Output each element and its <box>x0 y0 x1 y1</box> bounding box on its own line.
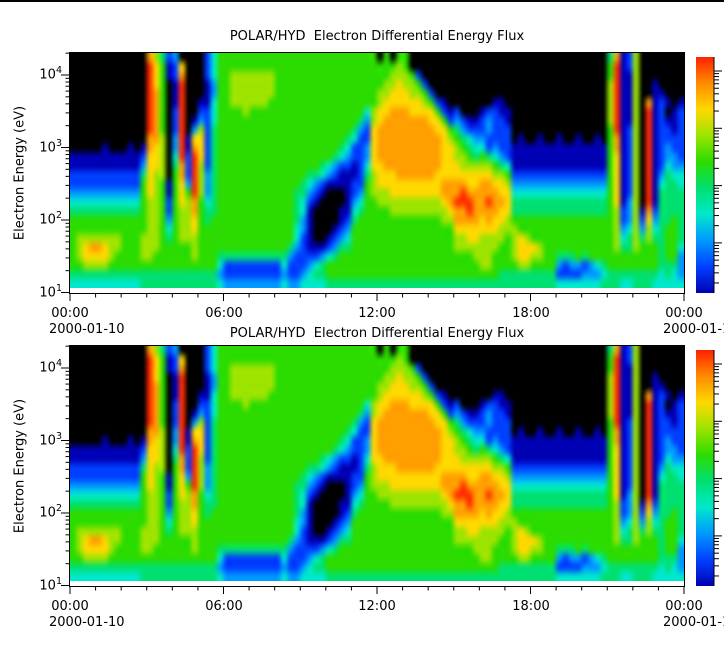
y-tick-1e4-panel-2: 104 <box>39 358 62 376</box>
y-tick-1e2-panel-1: 102 <box>39 210 62 228</box>
plot-title-panel-1: POLAR/HYD Electron Differential Energy F… <box>229 29 525 44</box>
window-top-border <box>0 0 724 2</box>
spectrogram-plot-panel-1 <box>69 52 685 294</box>
plot-title-panel-2: POLAR/HYD Electron Differential Energy F… <box>229 326 525 341</box>
x-tick-2400-panel-1: 00:00 <box>665 306 703 321</box>
spectrogram-image-panel-2 <box>70 346 684 581</box>
x-tick-1800-panel-2: 18:00 <box>512 599 550 614</box>
x-tick-1200-panel-1: 12:00 <box>358 306 396 321</box>
date-start-panel-1: 2000-01-10 <box>49 322 125 337</box>
x-tick-0600-panel-2: 06:00 <box>205 599 243 614</box>
y-tick-1e3-panel-2: 103 <box>39 431 62 449</box>
x-tick-1200-panel-2: 12:00 <box>358 599 396 614</box>
x-tick-0600-panel-1: 06:00 <box>205 306 243 321</box>
x-tick-0000-panel-2: 00:00 <box>51 599 89 614</box>
y-tick-1e1-panel-2: 101 <box>39 576 62 594</box>
spectrogram-plot-panel-2 <box>69 345 685 587</box>
x-tick-2400-panel-2: 00:00 <box>665 599 703 614</box>
y-tick-1e1-panel-1: 101 <box>39 283 62 301</box>
y-tick-1e4-panel-1: 104 <box>39 65 62 83</box>
colorbar-panel-2 <box>696 350 714 586</box>
x-tick-0000-panel-1: 00:00 <box>51 306 89 321</box>
y-tick-1e2-panel-2: 102 <box>39 503 62 521</box>
colorbar-panel-1 <box>696 57 714 293</box>
y-tick-1e3-panel-1: 103 <box>39 138 62 156</box>
x-tick-1800-panel-1: 18:00 <box>512 306 550 321</box>
date-end-panel-2: 2000-01-11 <box>663 615 724 630</box>
date-start-panel-2: 2000-01-10 <box>49 615 125 630</box>
spectrogram-image-panel-1 <box>70 53 684 288</box>
date-end-panel-1: 2000-01-11 <box>663 322 724 337</box>
